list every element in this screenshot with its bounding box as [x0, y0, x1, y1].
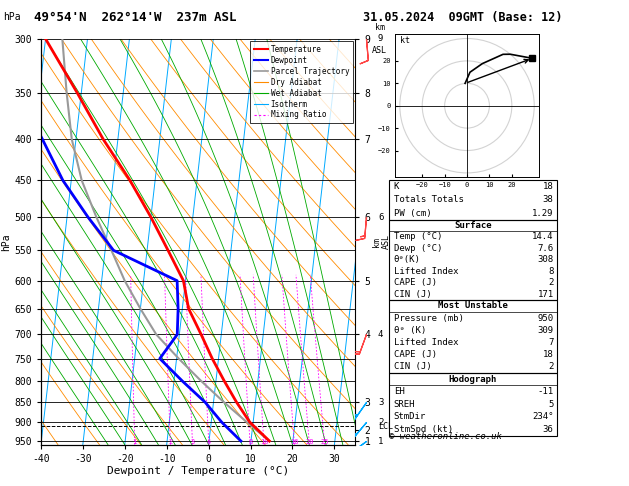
Text: Totals Totals: Totals Totals [394, 195, 464, 204]
Text: PW (cm): PW (cm) [394, 208, 431, 218]
Text: 308: 308 [537, 255, 554, 264]
Text: θᵊ (K): θᵊ (K) [394, 326, 426, 335]
Text: 7: 7 [548, 338, 554, 347]
Text: Dewp (°C): Dewp (°C) [394, 244, 442, 253]
Text: 2: 2 [378, 417, 383, 427]
Text: 3: 3 [378, 398, 383, 407]
Y-axis label: hPa: hPa [1, 233, 11, 251]
Text: ASL: ASL [372, 46, 387, 55]
Text: 8: 8 [548, 267, 554, 276]
Text: 1.29: 1.29 [532, 208, 554, 218]
Text: 309: 309 [537, 326, 554, 335]
Text: 1: 1 [378, 436, 383, 446]
Legend: Temperature, Dewpoint, Parcel Trajectory, Dry Adiabat, Wet Adiabat, Isotherm, Mi: Temperature, Dewpoint, Parcel Trajectory… [250, 41, 353, 123]
Text: 25: 25 [320, 439, 329, 445]
Text: 950: 950 [537, 313, 554, 323]
Text: 16: 16 [290, 439, 299, 445]
Text: StmDir: StmDir [394, 413, 426, 421]
Text: 4: 4 [378, 330, 383, 339]
Text: 18: 18 [543, 182, 554, 191]
Text: 36: 36 [543, 425, 554, 434]
Text: 6: 6 [378, 212, 383, 222]
Text: Most Unstable: Most Unstable [438, 301, 508, 311]
Text: 2: 2 [548, 278, 554, 287]
Text: K: K [394, 182, 399, 191]
Text: 2: 2 [548, 362, 554, 371]
Text: kt: kt [400, 36, 410, 45]
Text: Lifted Index: Lifted Index [394, 338, 459, 347]
Text: StmSpd (kt): StmSpd (kt) [394, 425, 453, 434]
Text: 1: 1 [133, 439, 137, 445]
Text: 5: 5 [548, 400, 554, 409]
Text: hPa: hPa [3, 12, 21, 22]
Text: -11: -11 [537, 387, 554, 396]
Text: km: km [375, 23, 384, 32]
Text: 20: 20 [305, 439, 314, 445]
Text: 8: 8 [248, 439, 252, 445]
Text: 7.6: 7.6 [537, 244, 554, 253]
Text: 14.4: 14.4 [532, 232, 554, 242]
Text: 49°54'N  262°14'W  237m ASL: 49°54'N 262°14'W 237m ASL [34, 11, 237, 23]
X-axis label: Dewpoint / Temperature (°C): Dewpoint / Temperature (°C) [107, 467, 289, 476]
Text: 18: 18 [543, 350, 554, 359]
Text: CAPE (J): CAPE (J) [394, 278, 437, 287]
Text: SREH: SREH [394, 400, 415, 409]
Text: © weatheronline.co.uk: © weatheronline.co.uk [389, 432, 501, 441]
Text: 2: 2 [169, 439, 172, 445]
Text: 171: 171 [537, 290, 554, 298]
Text: 4: 4 [207, 439, 211, 445]
Text: 9: 9 [378, 35, 383, 43]
Text: 234°: 234° [532, 413, 554, 421]
Text: 31.05.2024  09GMT (Base: 12): 31.05.2024 09GMT (Base: 12) [362, 11, 562, 23]
Text: θᵊ(K): θᵊ(K) [394, 255, 421, 264]
Text: Temp (°C): Temp (°C) [394, 232, 442, 242]
Text: EH: EH [394, 387, 404, 396]
Text: CIN (J): CIN (J) [394, 290, 431, 298]
Text: 38: 38 [543, 195, 554, 204]
Text: 3: 3 [191, 439, 195, 445]
Text: Hodograph: Hodograph [449, 375, 497, 383]
Text: CAPE (J): CAPE (J) [394, 350, 437, 359]
Text: 10: 10 [260, 439, 269, 445]
Text: Surface: Surface [454, 221, 492, 230]
Text: Lifted Index: Lifted Index [394, 267, 459, 276]
Text: CIN (J): CIN (J) [394, 362, 431, 371]
Text: Pressure (mb): Pressure (mb) [394, 313, 464, 323]
Y-axis label: km
ASL: km ASL [372, 234, 391, 249]
Text: LCL: LCL [378, 421, 393, 431]
